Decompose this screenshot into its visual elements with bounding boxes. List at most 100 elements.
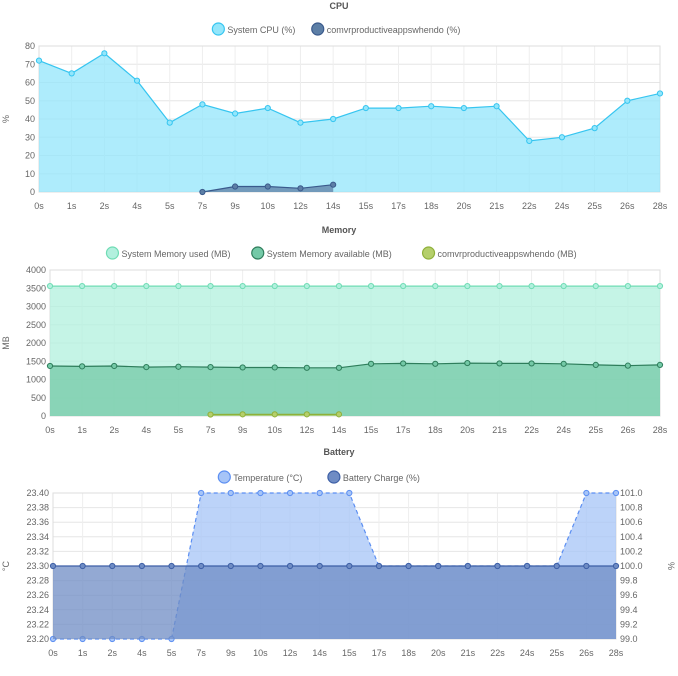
data-point[interactable] [297, 185, 304, 192]
data-point[interactable] [583, 562, 590, 570]
data-point[interactable] [612, 562, 620, 570]
data-point[interactable] [207, 363, 214, 371]
data-point[interactable] [111, 362, 118, 370]
data-point[interactable] [271, 411, 278, 418]
data-point[interactable] [199, 101, 206, 108]
data-point[interactable] [133, 77, 141, 84]
data-point[interactable] [558, 134, 566, 141]
legend-item[interactable]: System CPU (%) [211, 22, 295, 36]
data-point[interactable] [35, 57, 43, 64]
data-point[interactable] [303, 282, 310, 290]
legend-item[interactable]: Temperature (°C) [217, 470, 302, 484]
data-point[interactable] [346, 562, 353, 570]
data-point[interactable] [528, 360, 535, 367]
data-point[interactable] [207, 411, 214, 418]
data-point[interactable] [362, 104, 369, 112]
data-point[interactable] [303, 411, 310, 418]
data-point[interactable] [464, 282, 471, 290]
data-point[interactable] [297, 119, 304, 126]
data-point[interactable] [168, 562, 175, 570]
data-point[interactable] [198, 562, 205, 570]
data-point[interactable] [367, 282, 375, 290]
data-point[interactable] [143, 363, 150, 371]
data-point[interactable] [303, 364, 310, 371]
data-point[interactable] [316, 489, 323, 497]
data-point[interactable] [592, 282, 599, 290]
data-point[interactable] [316, 562, 323, 570]
data-point[interactable] [286, 489, 294, 497]
data-point[interactable] [583, 489, 590, 497]
data-point[interactable] [435, 562, 442, 570]
data-point[interactable] [138, 562, 145, 570]
data-point[interactable] [166, 119, 173, 126]
data-point[interactable] [335, 411, 343, 418]
data-point[interactable] [239, 364, 246, 371]
data-point[interactable] [428, 103, 435, 110]
data-point[interactable] [432, 360, 439, 367]
data-point[interactable] [271, 282, 278, 290]
legend-item[interactable]: Battery Charge (%) [327, 470, 420, 484]
data-point[interactable] [232, 110, 239, 117]
data-point[interactable] [560, 360, 567, 367]
data-point[interactable] [624, 282, 631, 290]
data-point[interactable] [656, 90, 664, 97]
data-point[interactable] [592, 361, 599, 368]
data-point[interactable] [612, 489, 620, 497]
data-point[interactable] [257, 489, 264, 497]
data-point[interactable] [330, 115, 337, 123]
data-point[interactable] [79, 562, 86, 570]
data-point[interactable] [405, 562, 412, 570]
data-point[interactable] [395, 104, 402, 112]
data-point[interactable] [496, 282, 503, 290]
legend-item[interactable]: System Memory used (MB) [105, 246, 230, 260]
data-point[interactable] [175, 282, 182, 290]
legend-item[interactable]: comvrproductiveappswhendo (%) [311, 22, 461, 36]
data-point[interactable] [109, 562, 116, 570]
data-point[interactable] [46, 282, 54, 290]
data-point[interactable] [553, 562, 560, 570]
data-point[interactable] [175, 363, 182, 370]
data-point[interactable] [591, 125, 598, 132]
data-point[interactable] [46, 362, 54, 370]
data-point[interactable] [335, 282, 343, 290]
data-point[interactable] [239, 411, 246, 418]
data-point[interactable] [346, 489, 353, 497]
data-point[interactable] [49, 562, 57, 570]
legend-item[interactable]: comvrproductiveappswhendo (MB) [421, 246, 577, 260]
data-point[interactable] [264, 183, 271, 190]
data-point[interactable] [464, 359, 471, 367]
data-point[interactable] [656, 361, 664, 368]
data-point[interactable] [624, 362, 631, 369]
data-point[interactable] [111, 282, 118, 290]
data-point[interactable] [68, 70, 75, 77]
data-point[interactable] [464, 562, 471, 570]
data-point[interactable] [227, 489, 234, 497]
data-point[interactable] [493, 103, 500, 110]
data-point[interactable] [227, 562, 234, 570]
data-point[interactable] [656, 282, 664, 290]
data-point[interactable] [239, 282, 246, 290]
data-point[interactable] [286, 562, 294, 570]
data-point[interactable] [375, 562, 383, 570]
data-point[interactable] [330, 181, 337, 188]
data-point[interactable] [143, 282, 150, 290]
data-point[interactable] [198, 489, 205, 497]
data-point[interactable] [79, 282, 86, 290]
data-point[interactable] [367, 360, 375, 367]
data-point[interactable] [560, 282, 567, 290]
data-point[interactable] [526, 137, 533, 144]
data-point[interactable] [271, 364, 278, 371]
data-point[interactable] [199, 188, 206, 196]
data-point[interactable] [432, 282, 439, 290]
data-point[interactable] [528, 282, 535, 290]
data-point[interactable] [264, 104, 271, 112]
data-point[interactable] [335, 364, 343, 371]
data-point[interactable] [624, 97, 631, 104]
data-point[interactable] [101, 50, 108, 57]
data-point[interactable] [460, 104, 467, 112]
data-point[interactable] [232, 183, 239, 190]
data-point[interactable] [496, 360, 503, 367]
data-point[interactable] [400, 282, 407, 290]
data-point[interactable] [257, 562, 264, 570]
data-point[interactable] [79, 363, 86, 370]
